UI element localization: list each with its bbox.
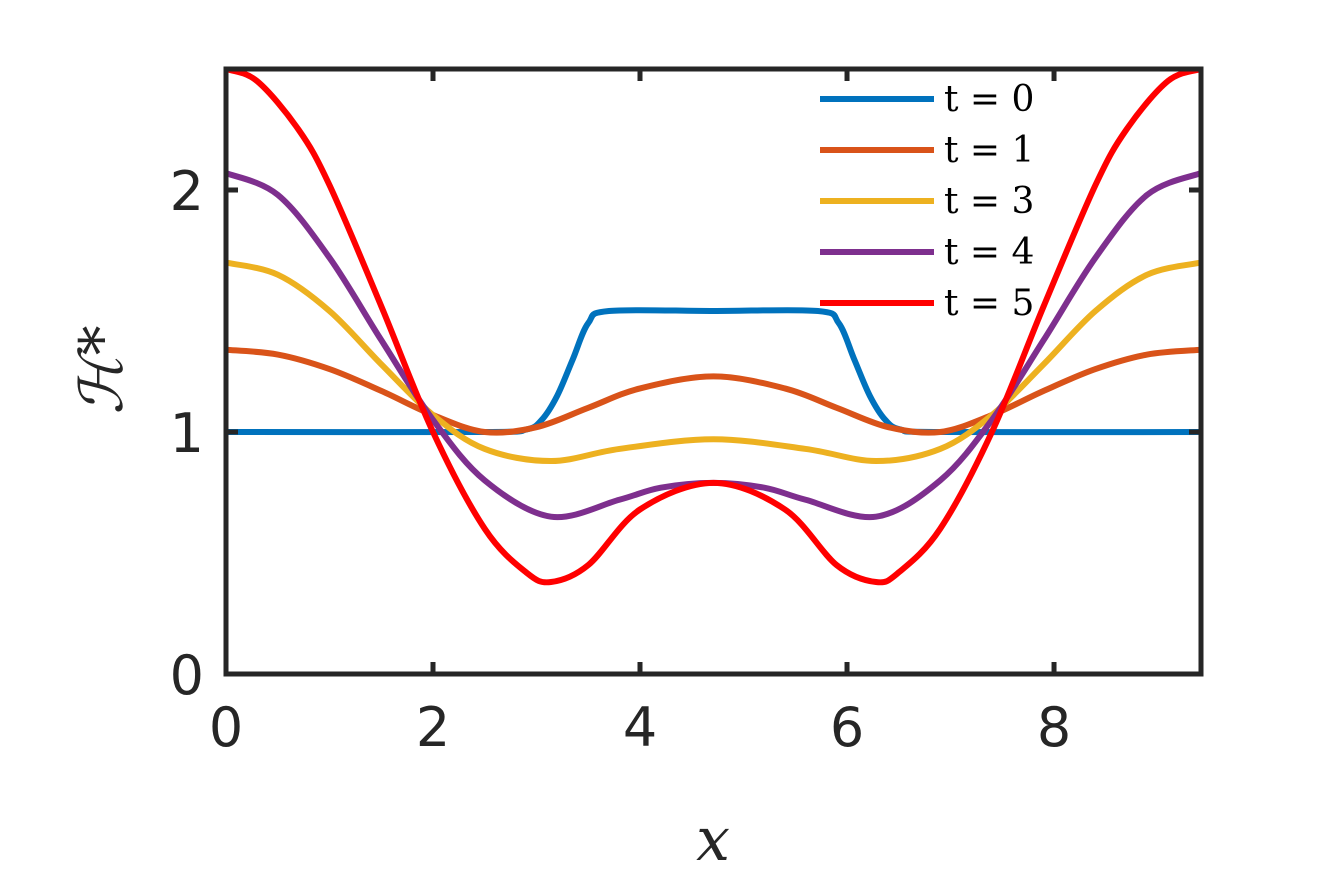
x-axis-label: x: [696, 805, 730, 875]
x-tick-label: 4: [623, 696, 657, 759]
series-line-4: [226, 170, 1201, 521]
x-tick-label: 0: [209, 696, 243, 759]
legend-label: t = 4: [944, 232, 1034, 273]
series-line-2: [226, 346, 1201, 436]
legend-label: t = 0: [944, 79, 1034, 120]
y-tick-label: 1: [170, 402, 204, 465]
series-line-3: [226, 259, 1201, 465]
plot-area-frame: [223, 66, 1204, 677]
legend-label: t = 3: [944, 181, 1034, 222]
x-tick-label: 8: [1037, 696, 1071, 759]
x-tick-label: 2: [416, 696, 450, 759]
legend-label: t = 5: [944, 283, 1034, 324]
legend-label: t = 1: [944, 130, 1034, 171]
series-layer: [226, 67, 1201, 586]
ticks-layer: 0 2 4 6 8 0 1 2: [170, 69, 1201, 759]
y-tick-label: 2: [170, 160, 204, 223]
y-axis-label: ℋ*: [67, 325, 137, 414]
x-tick-label: 6: [830, 696, 864, 759]
legend: t = 0 t = 1 t = 3 t = 4 t = 5: [820, 79, 1034, 324]
y-tick-label: 0: [170, 644, 204, 707]
series-line-5: [226, 67, 1201, 586]
